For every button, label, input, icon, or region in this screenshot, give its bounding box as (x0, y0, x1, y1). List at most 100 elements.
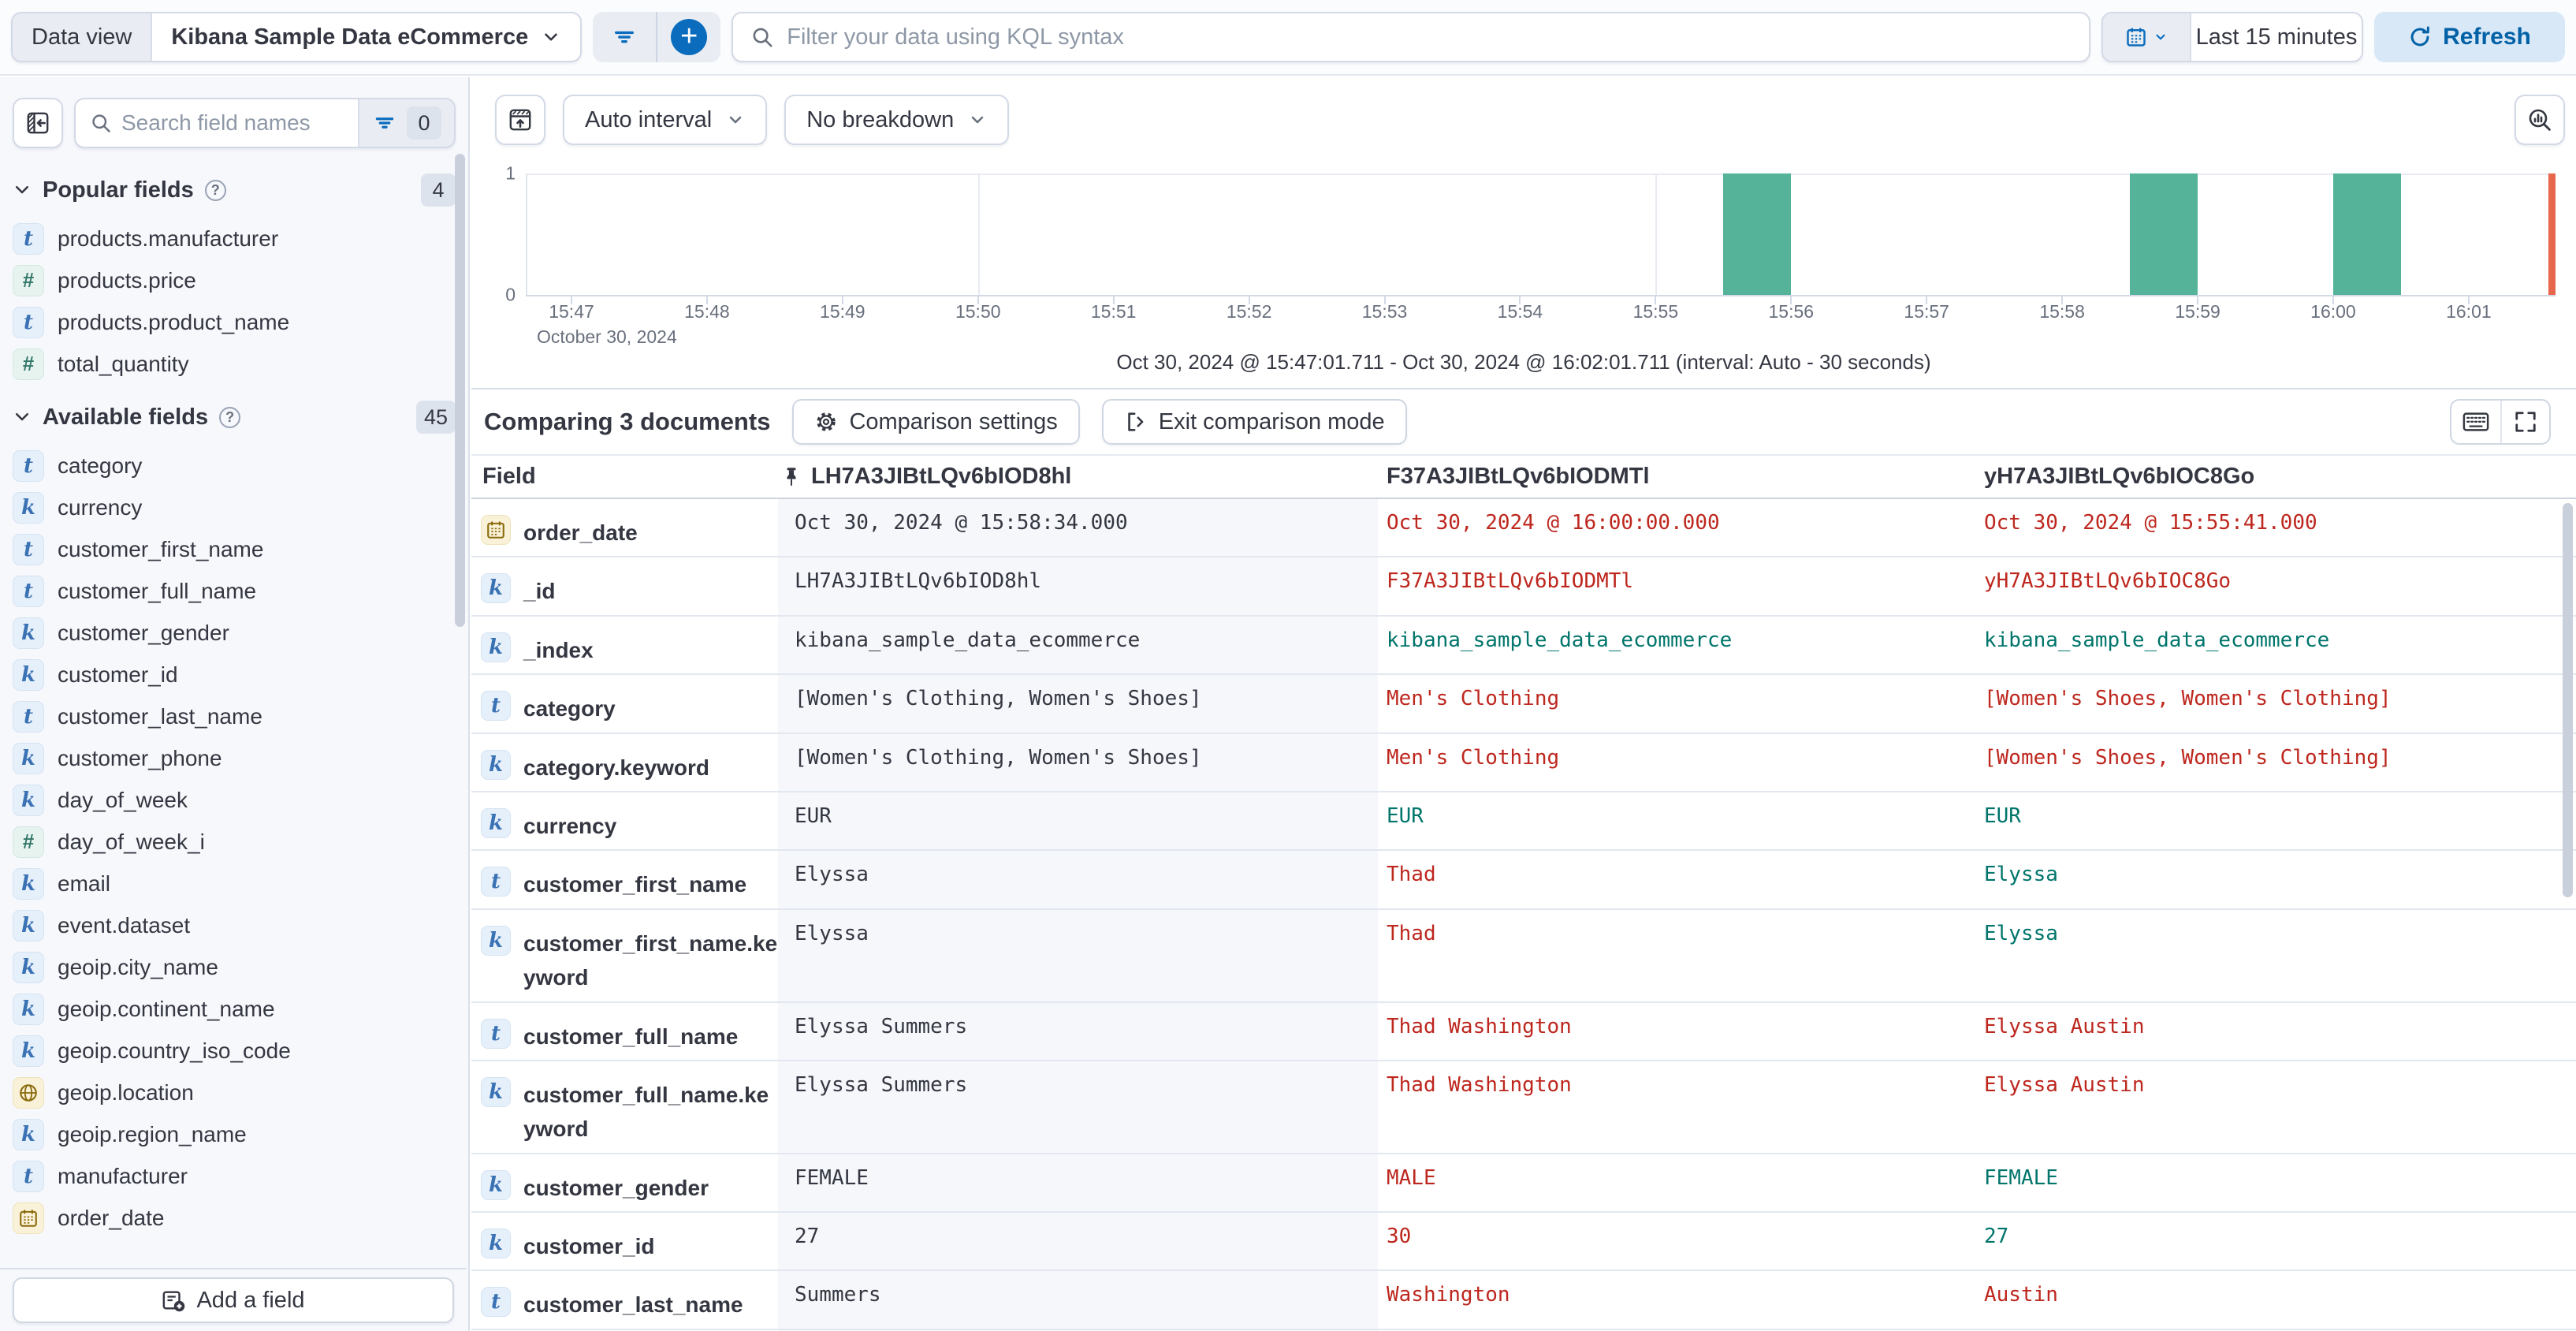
field-search-input[interactable] (121, 110, 318, 136)
sidebar-field-currency[interactable]: k currency (0, 487, 468, 528)
base-value-cell: Elyssa (778, 851, 1378, 908)
collapse-sidebar-button[interactable] (13, 98, 63, 148)
sidebar-field-geoip.region_name[interactable]: k geoip.region_name (0, 1113, 468, 1155)
keyword-field-icon: k (13, 951, 44, 983)
field-cell[interactable]: k customer_gender (471, 1154, 778, 1211)
time-range-value[interactable]: Last 15 minutes (2195, 24, 2358, 50)
help-icon: ? (219, 406, 241, 428)
chevron-down-icon (968, 110, 987, 129)
histogram-plot[interactable] (526, 173, 2556, 295)
refresh-button[interactable]: Refresh (2374, 12, 2565, 62)
field-cell[interactable]: k customer_full_name.keyword (471, 1061, 778, 1153)
sidebar-field-category[interactable]: t category (0, 445, 468, 487)
sidebar-field-geoip.location[interactable]: geoip.location (0, 1072, 468, 1113)
field-cell[interactable]: k _id (471, 557, 778, 614)
table-row-customer_gender: k customer_gender FEMALE MALE FEMALE (471, 1154, 2576, 1214)
keyword-field-icon: k (481, 925, 511, 956)
sidebar-field-customer_first_name[interactable]: t customer_first_name (0, 528, 468, 570)
filter-icon[interactable] (593, 12, 656, 62)
histogram-bar[interactable] (2130, 173, 2198, 295)
x-tick-label: 15:51 (1090, 301, 1137, 322)
sidebar-field-day_of_week[interactable]: k day_of_week (0, 779, 468, 821)
field-name: event.dataset (58, 912, 191, 938)
exit-comparison-button[interactable]: Exit comparison mode (1101, 399, 1407, 445)
field-name: customer_gender (58, 620, 229, 645)
field-name: order_date (58, 1205, 165, 1230)
refresh-icon (2408, 25, 2432, 49)
histogram-bar[interactable] (1723, 173, 1792, 295)
field-cell[interactable]: k currency (471, 792, 778, 849)
comparison-value-cell-1: EUR (1387, 803, 1424, 828)
add-field-button[interactable]: Add a field (13, 1277, 454, 1323)
field-cell[interactable]: k category.keyword (471, 734, 778, 791)
sidebar-field-geoip.city_name[interactable]: k geoip.city_name (0, 946, 468, 988)
chart-toolbar: Auto interval No breakdown (495, 95, 2565, 145)
comparison-settings-button[interactable]: Comparison settings (792, 399, 1080, 445)
sidebar-field-manufacturer[interactable]: t manufacturer (0, 1155, 468, 1197)
data-view-picker[interactable]: Data view Kibana Sample Data eCommerce (11, 12, 583, 62)
field-cell[interactable]: k _index (471, 617, 778, 673)
table-row-customer_last_name: t customer_last_name Summers Washington Aust… (471, 1271, 2576, 1330)
geo-field-icon (13, 1076, 44, 1109)
field-name: total_quantity (58, 351, 189, 376)
sidebar-field-geoip.country_iso_code[interactable]: k geoip.country_iso_code (0, 1030, 468, 1072)
calendar-icon[interactable] (2103, 13, 2191, 61)
field-filter-controls[interactable]: 0 (358, 99, 454, 147)
sidebar-field-products.product_name[interactable]: t products.product_name (0, 301, 468, 343)
histogram-bar[interactable] (2332, 173, 2401, 295)
kql-search-input[interactable] (787, 24, 2072, 50)
breakdown-dropdown[interactable]: No breakdown (784, 95, 1010, 145)
field-name: customer_phone (58, 745, 222, 770)
field-cell[interactable]: k customer_id (471, 1213, 778, 1269)
field-name: customer_full_name.keyword (523, 1082, 769, 1142)
section-header-available[interactable]: Available fields? 45 (0, 399, 468, 435)
sidebar-field-customer_id[interactable]: k customer_id (0, 654, 468, 695)
table-scrollbar[interactable] (2563, 503, 2573, 897)
sidebar-field-customer_phone[interactable]: k customer_phone (0, 737, 468, 779)
field-search[interactable]: 0 (74, 98, 456, 148)
keyword-field-icon: k (13, 993, 44, 1025)
keyboard-shortcuts-button[interactable] (2451, 401, 2500, 443)
sidebar-field-customer_gender[interactable]: k customer_gender (0, 612, 468, 654)
comparison-value-cell-1: Oct 30, 2024 @ 16:00:00.000 (1387, 511, 1720, 535)
sidebar-field-total_quantity[interactable]: # total_quantity (0, 343, 468, 385)
number-field-icon: # (13, 264, 44, 296)
sidebar-field-customer_last_name[interactable]: t customer_last_name (0, 695, 468, 737)
field-cell[interactable]: order_date (471, 499, 778, 556)
sidebar-field-email[interactable]: k email (0, 863, 468, 904)
sidebar-scrollbar[interactable] (455, 154, 465, 627)
time-range-picker[interactable]: Last 15 minutes (2101, 12, 2363, 62)
sidebar-field-geoip.continent_name[interactable]: k geoip.continent_name (0, 988, 468, 1030)
sidebar-field-order_date[interactable]: order_date (0, 1197, 468, 1239)
section-header-popular[interactable]: Popular fields? 4 (0, 172, 468, 208)
number-field-icon: # (13, 826, 44, 858)
keyword-field-icon: k (13, 491, 44, 524)
kql-search-bar[interactable] (731, 12, 2090, 62)
search-icon (750, 25, 774, 49)
field-cell[interactable]: t customer_last_name (471, 1271, 778, 1328)
comparison-value-cell-2: FEMALE (1984, 1165, 2058, 1190)
comparison-value-cell-1: Men's Clothing (1387, 745, 1560, 770)
interval-label: Auto interval (585, 106, 713, 132)
exit-comparison-label: Exit comparison mode (1158, 408, 1385, 434)
sidebar-field-products.price[interactable]: # products.price (0, 259, 468, 301)
field-cell[interactable]: t customer_full_name (471, 1003, 778, 1060)
table-row-customer_last_name.keyword: kcustomer_last_name.keywordSummersWashin… (471, 1329, 2576, 1331)
fullscreen-icon[interactable] (2500, 401, 2549, 443)
edit-visualization-button[interactable] (2515, 95, 2565, 145)
field-cell[interactable]: t customer_first_name (471, 851, 778, 908)
sidebar-field-event.dataset[interactable]: k event.dataset (0, 904, 468, 946)
hide-chart-button[interactable] (495, 95, 545, 145)
sidebar-field-customer_full_name[interactable]: t customer_full_name (0, 570, 468, 612)
field-cell[interactable]: t category (471, 675, 778, 732)
x-tick-label: 15:54 (1497, 301, 1543, 322)
add-filter-button[interactable]: + (657, 12, 720, 62)
x-tick-mark (1248, 296, 1250, 304)
comparison-toolbar: Comparing 3 documents Comparison setting… (471, 388, 2576, 454)
y-axis-max-label: 1 (505, 162, 516, 184)
sidebar-field-products.manufacturer[interactable]: t products.manufacturer (0, 218, 468, 259)
interval-dropdown[interactable]: Auto interval (563, 95, 768, 145)
y-axis-line (526, 173, 527, 295)
sidebar-field-day_of_week_i[interactable]: # day_of_week_i (0, 821, 468, 863)
field-cell[interactable]: k customer_first_name.keyword (471, 910, 778, 1001)
